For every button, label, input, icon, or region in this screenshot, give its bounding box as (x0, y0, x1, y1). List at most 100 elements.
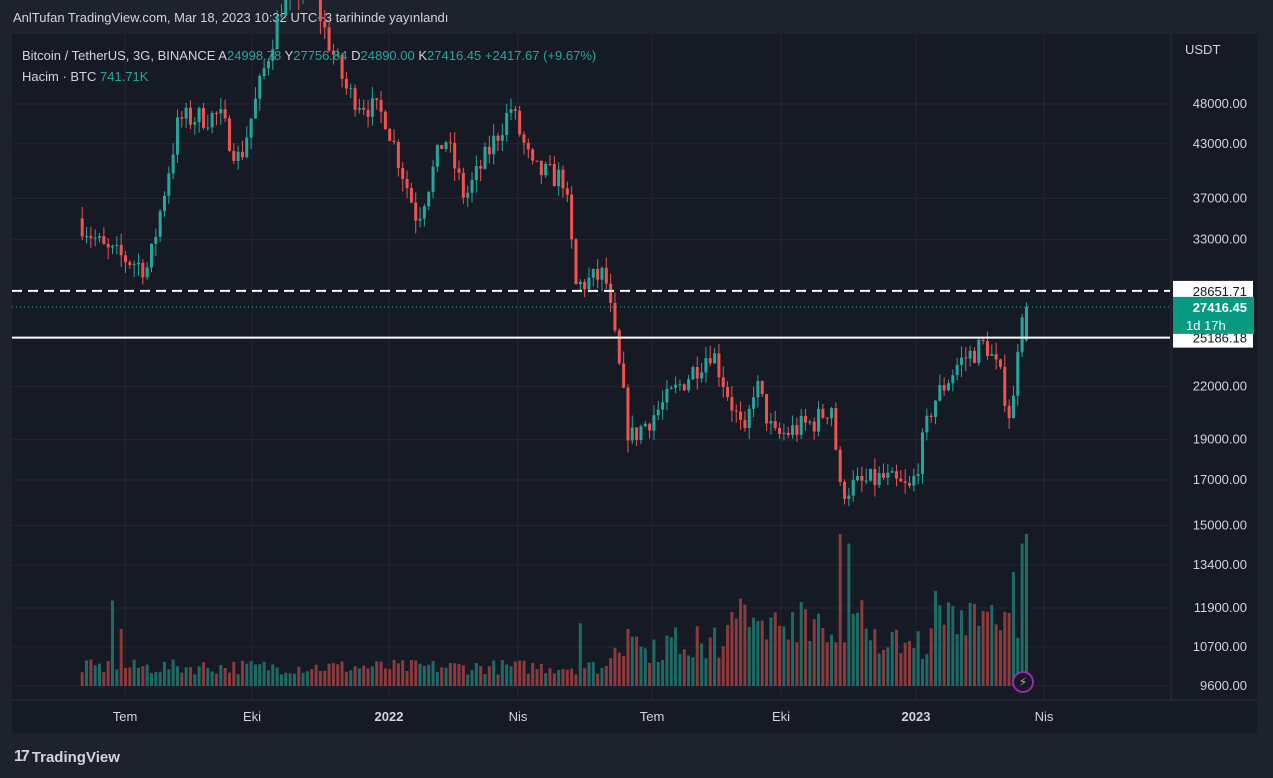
volume-bar (292, 673, 296, 686)
volume-bar (682, 649, 686, 686)
candle-body (132, 264, 136, 266)
volume-bar (622, 656, 626, 686)
candle-body (162, 195, 166, 212)
volume-bar (834, 642, 838, 686)
candle-body (782, 432, 786, 434)
candle-body (496, 135, 500, 141)
candle-body (474, 166, 478, 180)
candle-body (509, 109, 513, 113)
candle-body (284, 0, 288, 16)
volume-bar (704, 658, 708, 686)
volume-bar (786, 639, 790, 686)
candle-body (933, 400, 937, 418)
volume-row: Hacim · BTC 741.71K (22, 66, 596, 87)
volume-bar (470, 670, 474, 686)
volume-bar (860, 600, 864, 686)
volume-bar (942, 624, 946, 686)
publish-header: AnlTufan TradingView.com, Mar 18, 2023 1… (13, 10, 449, 25)
last-price-tag (1173, 296, 1254, 334)
volume-bar (613, 647, 617, 686)
candle-body (180, 117, 184, 119)
candle-body (115, 244, 119, 247)
volume-bar (119, 629, 123, 686)
symbol-label[interactable]: Bitcoin / TetherUS, 3G, BINANCE (22, 48, 216, 63)
volume-bar (249, 661, 253, 686)
candle-body (985, 341, 989, 356)
candle-body (453, 142, 457, 169)
volume-bar (162, 661, 166, 686)
volume-bar (232, 661, 236, 686)
volume-bar (713, 627, 717, 686)
high-value: 27756.84 (293, 48, 348, 63)
lightning-icon[interactable]: ⚡ (1012, 671, 1034, 693)
footer-brand[interactable]: 17 TradingView (14, 746, 120, 768)
candle-body (362, 107, 366, 110)
volume-bar (756, 620, 760, 686)
volume-bar (327, 663, 331, 686)
price-tick-label: 37000.00 (1193, 190, 1247, 205)
volume-bar (799, 602, 803, 686)
volume-bar (383, 668, 387, 686)
volume-label[interactable]: Hacim · BTC (22, 69, 97, 84)
candle-body (860, 476, 864, 481)
volume-bar (440, 667, 444, 686)
volume-bar (730, 611, 734, 686)
volume-bar (635, 636, 639, 686)
candle-body (266, 60, 270, 69)
candle-body (223, 109, 227, 119)
volume-bar (1020, 543, 1024, 686)
volume-bar (102, 672, 106, 686)
volume-bar (258, 664, 262, 686)
volume-bar (903, 642, 907, 686)
candle-body (695, 367, 699, 379)
candle-body (353, 88, 357, 110)
volume-bar (414, 660, 418, 686)
price-tick-label: 9600.00 (1200, 678, 1247, 693)
candle-body (470, 179, 474, 193)
volume-bar (193, 674, 197, 686)
candle-body (583, 281, 587, 290)
volume-bar (466, 674, 470, 686)
volume-bar (379, 661, 383, 686)
volume-bar (851, 613, 855, 686)
currency-label: USDT (1185, 42, 1220, 57)
volume-bar (985, 611, 989, 686)
volume-bar (149, 673, 153, 686)
candle-body (466, 192, 470, 198)
volume-bar (349, 670, 353, 686)
price-tick-label: 33000.00 (1193, 232, 1247, 247)
chart-frame[interactable] (12, 34, 1257, 733)
candle-body (804, 415, 808, 423)
volume-bar (483, 674, 487, 686)
volume-bar (695, 626, 699, 686)
volume-bar (869, 640, 873, 686)
candle-body (136, 262, 140, 265)
volume-bar (899, 653, 903, 686)
candle-body (635, 427, 639, 440)
candle-body (877, 473, 881, 485)
candle-body (639, 426, 643, 440)
open-label: A (218, 48, 227, 63)
volume-bar (275, 667, 279, 686)
candle-body (331, 50, 335, 55)
candle-body (713, 353, 717, 364)
volume-bar (197, 666, 201, 686)
candle-body (648, 423, 652, 431)
candle-body (327, 27, 331, 51)
volume-bar (708, 637, 712, 686)
price-axis: 48000.00 43000.00 37000.00 33000.00 22000.00… (12, 34, 1257, 701)
volume-bar (453, 663, 457, 686)
candle-body (613, 302, 617, 331)
candle-body (951, 375, 955, 384)
candle-body (998, 359, 1002, 367)
candle-body (959, 357, 963, 365)
volume-bar (457, 664, 461, 686)
candle-body (518, 110, 522, 135)
candle-body (708, 358, 712, 364)
candle-body (899, 478, 903, 482)
candle-body (925, 415, 929, 433)
volume-bar (184, 667, 188, 686)
candle-body (1024, 306, 1028, 341)
candle-countdown-label: 1d 17h (1186, 318, 1226, 333)
